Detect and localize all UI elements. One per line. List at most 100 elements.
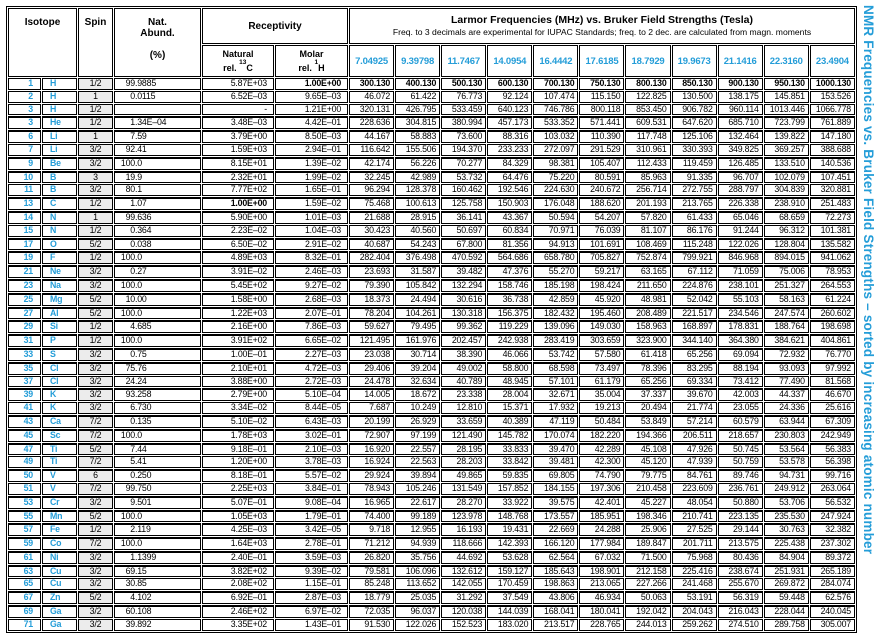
larmor-frequency: 102.079 — [763, 170, 809, 184]
larmor-frequency: 37.549 — [487, 591, 533, 605]
element-symbol: Si — [42, 320, 77, 334]
abundance-header-unit: (%) — [149, 50, 166, 61]
receptivity-molar: 8.50E–03 — [275, 130, 349, 143]
larmor-frequency: 640.123 — [487, 103, 533, 116]
larmor-frequency: 52.042 — [671, 292, 717, 306]
larmor-subtitle: Freq. to 3 decimals are experimental for… — [392, 27, 812, 37]
receptivity-natural: 8.15E+01 — [202, 156, 274, 170]
isotope-mass-number: 41 — [8, 402, 41, 414]
natural-abundance: 0.0115 — [114, 90, 201, 103]
larmor-frequency: 142.393 — [487, 537, 533, 550]
larmor-frequency: 223.609 — [671, 482, 717, 495]
larmor-frequency: 18.373 — [349, 292, 395, 306]
receptivity-natural: 4.89E+03 — [202, 251, 274, 265]
receptivity-natural: 1.22E+03 — [202, 306, 274, 320]
larmor-frequency: 50.759 — [717, 456, 763, 469]
larmor-frequency: 600.130 — [487, 78, 533, 90]
larmor-frequency: 105.842 — [395, 278, 441, 292]
element-symbol: Na — [42, 278, 77, 292]
larmor-frequency: 56.226 — [395, 156, 441, 170]
field-strength-header: 23.4904 — [809, 45, 855, 77]
larmor-frequency: 76.773 — [441, 90, 487, 103]
receptivity-molar: 2.94E–01 — [275, 143, 349, 156]
receptivity-molar: 9.27E–02 — [275, 278, 349, 292]
larmor-frequency: 950.130 — [763, 78, 809, 90]
isotope-mass-number: 7 — [8, 143, 41, 156]
field-strength-header: 11.7467 — [441, 45, 487, 77]
larmor-frequency: 224.630 — [533, 184, 579, 197]
larmor-frequency: 752.874 — [625, 251, 671, 265]
receptivity-natural: 2.32E+01 — [202, 170, 274, 184]
larmor-frequency: 33.659 — [441, 414, 487, 428]
isotope-row: 25 Mg 5/2 10.00 1.58E+00 2.68E–03 18.373 24.494… — [8, 292, 855, 306]
larmor-frequency: 304.815 — [395, 116, 441, 130]
larmor-frequency: 894.015 — [763, 251, 809, 265]
isotope-mass-number: 69 — [8, 605, 41, 618]
larmor-frequency: 184.155 — [533, 482, 579, 495]
larmor-frequency: 260.602 — [809, 306, 855, 320]
isotope-mass-number: 21 — [8, 265, 41, 278]
receptivity-molar: 5.10E–04 — [275, 388, 349, 402]
larmor-frequency: 242.949 — [809, 428, 855, 442]
receptivity-molar: 2.07E–01 — [275, 306, 349, 320]
receptivity-molar: 5.57E–02 — [275, 469, 349, 482]
receptivity-natural: 9.18E–01 — [202, 442, 274, 456]
larmor-frequency: 213.575 — [717, 537, 763, 550]
larmor-frequency: 40.389 — [487, 414, 533, 428]
spin-value: 3/2 — [78, 265, 113, 278]
larmor-frequency: 900.130 — [717, 78, 763, 90]
natural-abundance: 100.0 — [114, 509, 201, 523]
isotope-row: 10 B 3 19.9 2.32E+01 1.99E–02 32.245 42.989 53.7… — [8, 170, 855, 184]
natural-header-line1: Natural — [222, 48, 254, 59]
element-symbol: O — [42, 237, 77, 251]
receptivity-molar: 8.44E–05 — [275, 402, 349, 414]
isotope-row: 37 Cl 3/2 24.24 3.88E+00 2.72E–03 24.478 32.634… — [8, 375, 855, 388]
natural-abundance: 0.364 — [114, 224, 201, 237]
larmor-frequency: 723.799 — [763, 116, 809, 130]
natural-abundance: 100.0 — [114, 306, 201, 320]
receptivity-natural: 1.20E+00 — [202, 456, 274, 469]
receptivity-natural: 6.50E–02 — [202, 237, 274, 251]
spin-value: 5/2 — [78, 306, 113, 320]
larmor-frequency: 107.474 — [533, 90, 579, 103]
larmor-frequency: 30.763 — [763, 523, 809, 537]
larmor-frequency: 32.245 — [349, 170, 395, 184]
larmor-frequency: 42.401 — [579, 495, 625, 509]
larmor-frequency: 173.557 — [533, 509, 579, 523]
receptivity-molar: 9.65E–03 — [275, 90, 349, 103]
spin-value: 1/2 — [78, 320, 113, 334]
isotope-mass-number: 31 — [8, 334, 41, 347]
larmor-frequency: 255.670 — [717, 578, 763, 591]
larmor-frequency: 25.906 — [625, 523, 671, 537]
larmor-frequency: 89.746 — [717, 469, 763, 482]
larmor-frequency: 81.568 — [809, 375, 855, 388]
larmor-frequency: 161.976 — [395, 334, 441, 347]
larmor-frequency: 139.822 — [763, 130, 809, 143]
larmor-frequency: 800.118 — [579, 103, 625, 116]
receptivity-natural: 6.52E–03 — [202, 90, 274, 103]
receptivity-molar: 7.86E–03 — [275, 320, 349, 334]
larmor-frequency: 201.711 — [671, 537, 717, 550]
isotope-mass-number: 71 — [8, 618, 41, 631]
larmor-frequency: 116.642 — [349, 143, 395, 156]
larmor-frequency: 182.432 — [533, 306, 579, 320]
larmor-frequency: 20.494 — [625, 402, 671, 414]
field-strength-header: 17.6185 — [579, 45, 625, 77]
isotope-row: 41 K 3/2 6.730 3.34E–02 8.44E–05 7.687 10.249 12… — [8, 402, 855, 414]
isotope-mass-number: 3 — [8, 116, 41, 130]
isotope-mass-number: 49 — [8, 456, 41, 469]
larmor-frequency: 211.650 — [625, 278, 671, 292]
larmor-frequency: 185.951 — [579, 509, 625, 523]
receptivity-molar: 4.72E–03 — [275, 361, 349, 375]
larmor-frequency: 249.912 — [763, 482, 809, 495]
spin-value: 1/2 — [78, 224, 113, 237]
spin-value: 6 — [78, 469, 113, 482]
larmor-frequency: 93.093 — [763, 361, 809, 375]
larmor-frequency: 135.582 — [809, 237, 855, 251]
larmor-frequency: 225.438 — [763, 537, 809, 550]
natural-abundance: 19.9 — [114, 170, 201, 184]
element-symbol: Mn — [42, 509, 77, 523]
larmor-frequency: 107.451 — [809, 170, 855, 184]
receptivity-natural: 1.00E+00 — [202, 197, 274, 210]
isotope-row: 7 Li 3/2 92.41 1.59E+03 2.94E–01 116.642 155.50… — [8, 143, 855, 156]
